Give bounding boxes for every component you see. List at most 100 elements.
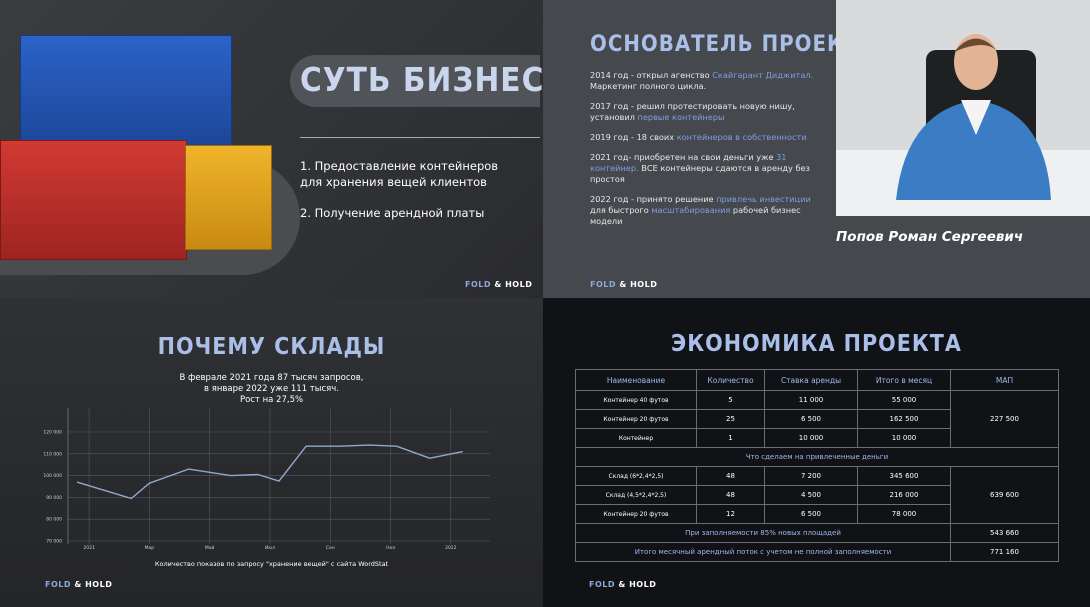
table-row: Контейнер 1 10 000 10 000 — [575, 428, 1059, 448]
table-header: Наименование Количество Ставка аренды Ит… — [575, 369, 1059, 391]
logo: FOLD & HOLD — [465, 280, 532, 289]
cell: 7 200 — [764, 466, 858, 486]
highlight: 31 контейнер. — [590, 152, 787, 173]
container-red — [0, 140, 187, 260]
text: 2019 год - 18 своих — [590, 132, 677, 142]
y-tick-label: 90 000 — [46, 495, 62, 501]
logo: FOLD & HOLD — [589, 580, 656, 589]
header-cell: МАП — [950, 369, 1059, 391]
text: 2022 год - принято решение — [590, 194, 717, 204]
highlight: контейнеров в собственности — [676, 132, 807, 142]
logo-part: HOLD — [630, 280, 658, 289]
bio-paragraph: 2014 год - открыл агенство Скайгарант Ди… — [590, 70, 820, 92]
slide-title: ОСНОВАТЕЛЬ ПРОЕКТА: — [590, 32, 884, 57]
logo-part: FOLD — [590, 280, 617, 289]
cell: 6 500 — [764, 409, 858, 429]
cell: 543 660 — [950, 523, 1059, 543]
cell: 48 — [696, 466, 765, 486]
text: Маркетинг полного цикла. — [590, 81, 707, 91]
text: ВСЕ контейнеры сдаются в аренду без прос… — [590, 163, 810, 184]
table-row: Склад (6*2,4*2,5) 48 7 200 345 600 639 6… — [575, 466, 1059, 524]
photo — [836, 0, 1090, 216]
cell: Контейнер 20 футов — [575, 409, 697, 429]
summary-cell: При заполняемости 85% новых площадей — [575, 523, 951, 543]
economics-table: Наименование Количество Ставка аренды Ит… — [575, 369, 1059, 562]
cell: Склад (4,5*2,4*2,5) — [575, 485, 697, 505]
cell: 78 000 — [857, 504, 951, 524]
slide-business: СУТЬ БИЗНЕСА 1. Предоставление контейнер… — [0, 0, 543, 298]
header-cell: Наименование — [575, 369, 697, 391]
logo-part: & — [619, 280, 627, 289]
data-line — [76, 444, 464, 500]
cell: 55 000 — [857, 390, 951, 410]
summary-cell: Итого месячный арендный поток с учетом н… — [575, 542, 951, 562]
logo-part: HOLD — [505, 280, 533, 289]
cell: 771 160 — [950, 542, 1059, 562]
text: 2014 год - открыл агенство — [590, 70, 713, 80]
x-tick-label: Июл — [265, 545, 275, 551]
x-tick-label: 2022 — [445, 545, 457, 551]
slide-title: ЭКОНОМИКА ПРОЕКТА — [671, 331, 962, 357]
slide-title: СУТЬ БИЗНЕСА — [300, 60, 543, 99]
y-tick-label: 110 000 — [43, 451, 62, 457]
highlight: первые контейнеры — [637, 112, 725, 122]
bio: 2014 год - открыл агенство Скайгарант Ди… — [590, 70, 820, 236]
list-item: 1. Предоставление контейнеров для хранен… — [300, 159, 499, 189]
x-tick-label: Май — [205, 544, 215, 551]
line-chart: 70 000 80 000 90 000 100 000 110 000 120 000 2… — [43, 408, 490, 551]
slide-founder: ОСНОВАТЕЛЬ ПРОЕКТА: 2014 год - открыл аг… — [543, 0, 1090, 298]
header-cell: Итого в месяц — [857, 369, 951, 391]
x-tick-label: Сен — [326, 545, 335, 551]
logo-part: & — [74, 580, 82, 589]
logo-part: HOLD — [85, 580, 113, 589]
summary-line: Рост на 27,5% — [239, 395, 304, 405]
cell: 639 600 — [950, 466, 1059, 524]
cell: 216 000 — [857, 485, 951, 505]
text: для быстрого — [590, 205, 652, 215]
cell: Контейнер — [575, 428, 697, 448]
cell: 4 500 — [764, 485, 858, 505]
cell: 10 000 — [764, 428, 858, 448]
header-cell: Ставка аренды — [764, 369, 858, 391]
bio-paragraph: 2022 год - принято решение привлечь инве… — [590, 194, 820, 227]
divider — [300, 137, 540, 138]
bio-paragraph: 2021 год- приобретен на свои деньги уже … — [590, 152, 820, 185]
x-tick-label: Мар — [145, 545, 155, 551]
cell: 345 600 — [857, 466, 951, 486]
logo-part: & — [618, 580, 626, 589]
container-yellow — [185, 145, 272, 250]
cell: 6 500 — [764, 504, 858, 524]
text: 2021 год- приобретен на свои деньги уже — [590, 152, 777, 162]
table-row: Склад (4,5*2,4*2,5) 48 4 500 216 000 — [575, 485, 1059, 505]
logo-part: HOLD — [629, 580, 657, 589]
y-tick-label: 70 000 — [46, 539, 62, 545]
logo: FOLD & HOLD — [45, 580, 112, 589]
table-row: Что сделаем на привлеченные деньги — [575, 447, 1059, 467]
table-row: Контейнер 20 футов 25 6 500 162 500 — [575, 409, 1059, 429]
person-name: Попов Роман Сергеевич — [836, 229, 1024, 245]
text: 2017 год - решил протестировать новую ни… — [590, 101, 795, 122]
y-tick-label: 100 000 — [43, 473, 62, 479]
cell: 12 — [696, 504, 765, 524]
summary-line: в январе 2022 уже 111 тысяч. — [204, 384, 339, 394]
bio-paragraph: 2017 год - решил протестировать новую ни… — [590, 101, 820, 123]
y-tick-label: 80 000 — [46, 517, 62, 523]
x-tick-label: 2021 — [83, 545, 95, 551]
bio-paragraph: 2019 год - 18 своих контейнеров в собств… — [590, 132, 820, 143]
container-blue — [20, 35, 232, 147]
slide-title: ПОЧЕМУ СКЛАДЫ — [157, 334, 386, 360]
cell: 162 500 — [857, 409, 951, 429]
chart-caption: Количество показов по запросу "хранение … — [154, 560, 389, 568]
cell: Склад (6*2,4*2,5) — [575, 466, 697, 486]
logo-part: FOLD — [589, 580, 616, 589]
y-tick-label: 120 000 — [43, 430, 62, 436]
cell: 48 — [696, 485, 765, 505]
cell: Контейнер 40 футов — [575, 390, 697, 410]
slide-why: ПОЧЕМУ СКЛАДЫ В феврале 2021 года 87 тыс… — [0, 298, 543, 607]
text: рабочей бизнес модели — [590, 205, 801, 226]
table-row: При заполняемости 85% новых площадей 543… — [575, 523, 1059, 543]
cell: 5 — [696, 390, 765, 410]
cell: 227 500 — [950, 390, 1059, 448]
table-row: Контейнер 40 футов 5 11 000 55 000 227 5… — [575, 390, 1059, 448]
